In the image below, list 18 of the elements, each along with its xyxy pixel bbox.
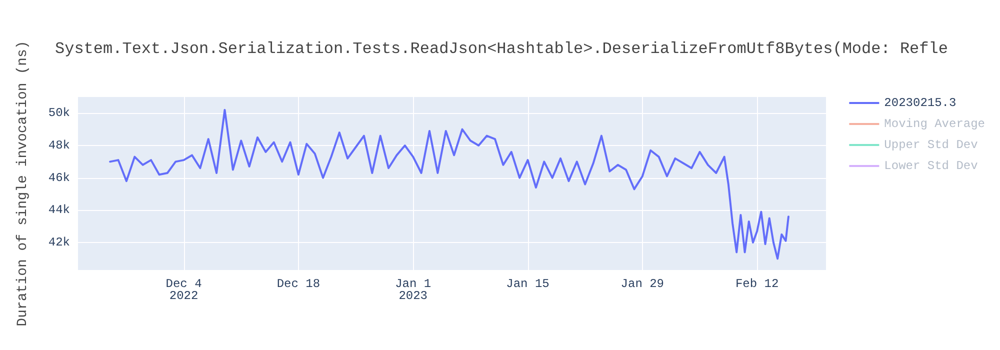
- y-tick-label: 50k: [48, 106, 70, 120]
- x-tick-label: Jan 1 2023: [395, 277, 432, 303]
- y-tick-label: 46k: [48, 170, 70, 185]
- y-axis-title: Duration of single invocation (ns): [15, 40, 31, 326]
- x-tick-label: Dec 18: [276, 277, 320, 291]
- y-tick-label: 48k: [48, 138, 70, 153]
- legend-label: Upper Std Dev: [884, 138, 978, 152]
- chart-title: System.Text.Json.Serialization.Tests.ReadJson<Hashtable>.DeserializeFromUtf8Bytes(Mode: Refle: [55, 40, 948, 58]
- x-tick-label: Feb 12: [735, 277, 779, 291]
- x-tick-label: Jan 15: [506, 277, 550, 291]
- y-tick-label: 44k: [48, 203, 70, 218]
- legend-label: Lower Std Dev: [884, 159, 978, 173]
- y-tick-label: 42k: [48, 236, 70, 250]
- x-tick-label: Jan 29: [620, 277, 664, 291]
- legend-label: 20230215.3: [884, 96, 956, 110]
- legend-label: Moving Average: [884, 117, 986, 131]
- line-series: [109, 108, 790, 260]
- x-tick-label: Dec 4 2022: [166, 277, 202, 303]
